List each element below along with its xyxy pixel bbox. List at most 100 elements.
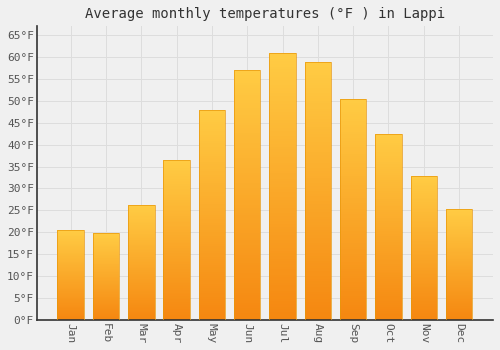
Bar bbox=[340, 121, 366, 123]
Bar bbox=[58, 266, 84, 267]
Bar bbox=[410, 262, 437, 264]
Bar bbox=[198, 236, 225, 238]
Bar bbox=[128, 272, 154, 273]
Bar bbox=[234, 113, 260, 115]
Bar bbox=[304, 219, 331, 222]
Bar bbox=[270, 272, 296, 275]
Bar bbox=[446, 227, 472, 228]
Title: Average monthly temperatures (°F ) in Lappi: Average monthly temperatures (°F ) in La… bbox=[85, 7, 445, 21]
Bar bbox=[304, 183, 331, 186]
Bar bbox=[234, 232, 260, 235]
Bar bbox=[93, 278, 120, 279]
Bar bbox=[58, 241, 84, 242]
Bar bbox=[164, 192, 190, 194]
Bar bbox=[270, 168, 296, 171]
Bar bbox=[340, 130, 366, 132]
Bar bbox=[198, 217, 225, 219]
Bar bbox=[340, 207, 366, 209]
Bar bbox=[304, 124, 331, 127]
Bar bbox=[128, 205, 154, 206]
Bar bbox=[270, 192, 296, 195]
Bar bbox=[270, 115, 296, 118]
Bar bbox=[304, 315, 331, 317]
Bar bbox=[93, 286, 120, 287]
Bar bbox=[198, 312, 225, 314]
Bar bbox=[234, 215, 260, 218]
Bar bbox=[198, 318, 225, 320]
Bar bbox=[375, 178, 402, 180]
Bar bbox=[58, 290, 84, 291]
Bar bbox=[270, 88, 296, 91]
Bar bbox=[128, 319, 154, 320]
Bar bbox=[375, 279, 402, 281]
Bar bbox=[128, 304, 154, 305]
Bar bbox=[410, 297, 437, 299]
Bar bbox=[198, 141, 225, 143]
Bar bbox=[234, 170, 260, 173]
Bar bbox=[93, 296, 120, 298]
Bar bbox=[410, 244, 437, 245]
Bar bbox=[446, 262, 472, 264]
Bar bbox=[446, 293, 472, 294]
Bar bbox=[270, 222, 296, 224]
Bar bbox=[234, 282, 260, 285]
Bar bbox=[198, 122, 225, 124]
Bar bbox=[164, 294, 190, 296]
Bar bbox=[410, 247, 437, 248]
Bar bbox=[128, 288, 154, 289]
Bar bbox=[164, 283, 190, 285]
Bar bbox=[446, 217, 472, 218]
Bar bbox=[128, 302, 154, 303]
Bar bbox=[446, 296, 472, 297]
Bar bbox=[234, 305, 260, 308]
Bar bbox=[270, 62, 296, 64]
Bar bbox=[93, 317, 120, 318]
Bar bbox=[446, 282, 472, 284]
Bar bbox=[375, 162, 402, 163]
Bar bbox=[270, 102, 296, 104]
Bar bbox=[410, 254, 437, 255]
Bar bbox=[93, 236, 120, 237]
Bar bbox=[375, 300, 402, 301]
Bar bbox=[128, 277, 154, 279]
Bar bbox=[128, 228, 154, 229]
Bar bbox=[198, 253, 225, 255]
Bar bbox=[198, 114, 225, 116]
Bar bbox=[270, 110, 296, 112]
Bar bbox=[164, 174, 190, 176]
Bar bbox=[164, 216, 190, 218]
Bar bbox=[198, 181, 225, 183]
Bar bbox=[58, 276, 84, 277]
Bar bbox=[198, 194, 225, 196]
Bar bbox=[198, 131, 225, 133]
Bar bbox=[446, 256, 472, 257]
Bar bbox=[128, 286, 154, 287]
Bar bbox=[375, 176, 402, 178]
Bar bbox=[93, 308, 120, 309]
Bar bbox=[375, 236, 402, 238]
Bar bbox=[270, 205, 296, 208]
Bar bbox=[410, 185, 437, 186]
Bar bbox=[128, 305, 154, 306]
Bar bbox=[304, 287, 331, 289]
Bar bbox=[304, 196, 331, 199]
Bar bbox=[375, 156, 402, 158]
Bar bbox=[128, 267, 154, 268]
Bar bbox=[340, 287, 366, 289]
Bar bbox=[270, 229, 296, 232]
Bar bbox=[446, 225, 472, 226]
Bar bbox=[410, 303, 437, 304]
Bar bbox=[198, 198, 225, 200]
Bar bbox=[270, 139, 296, 141]
Bar bbox=[340, 276, 366, 278]
Bar bbox=[340, 99, 366, 101]
Bar bbox=[340, 307, 366, 309]
Bar bbox=[164, 179, 190, 181]
Bar bbox=[234, 310, 260, 313]
Bar bbox=[198, 307, 225, 309]
Bar bbox=[93, 248, 120, 249]
Bar bbox=[410, 310, 437, 312]
Bar bbox=[340, 139, 366, 141]
Bar bbox=[340, 145, 366, 147]
Bar bbox=[164, 165, 190, 166]
